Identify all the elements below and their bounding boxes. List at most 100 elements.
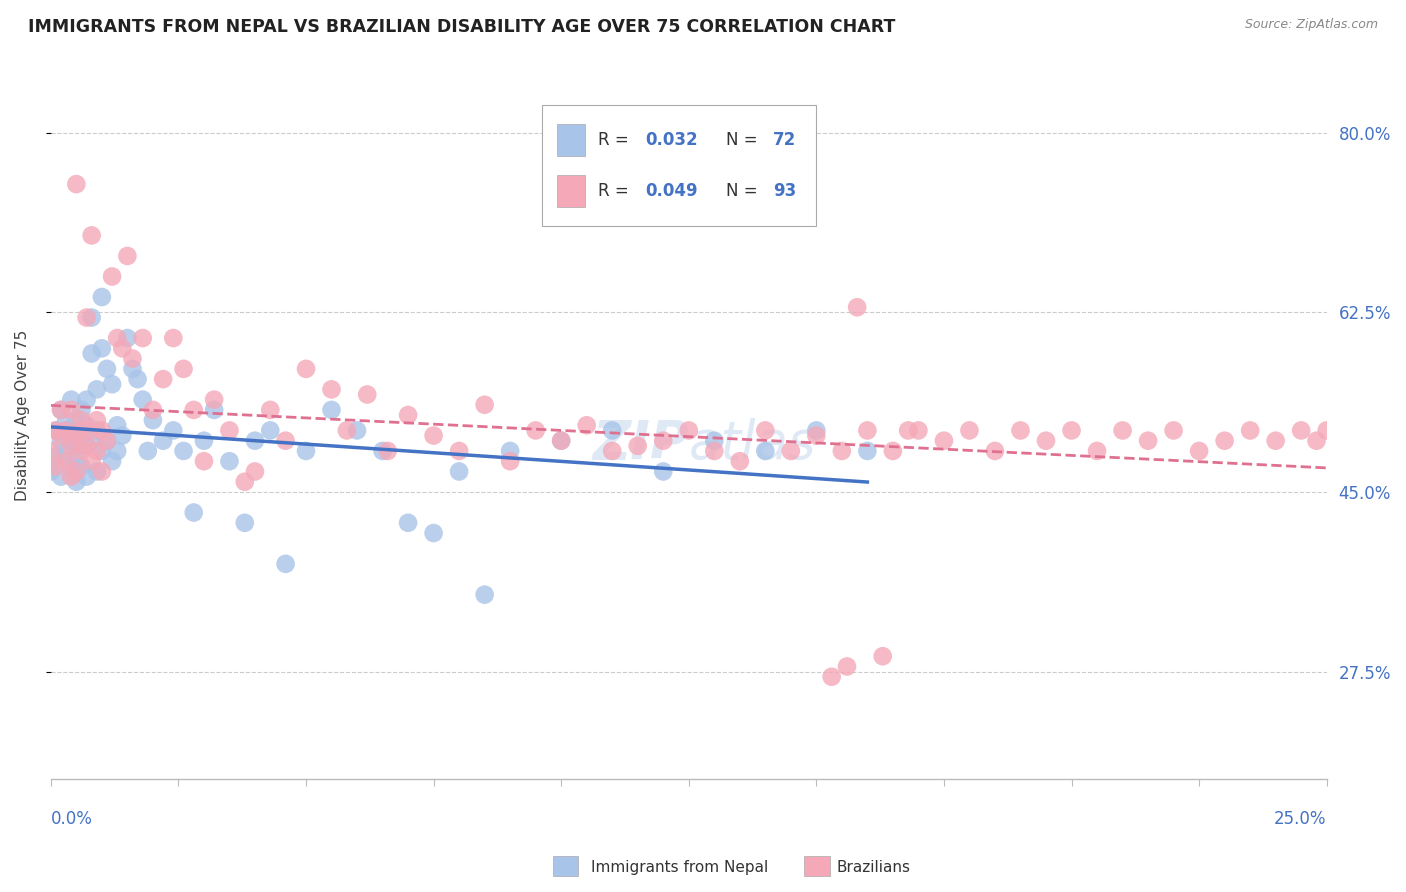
Point	[70, 424, 93, 438]
Point	[259, 424, 281, 438]
Point	[346, 424, 368, 438]
Point	[1289, 424, 1312, 438]
Point	[321, 383, 343, 397]
Point	[142, 413, 165, 427]
Point	[703, 444, 725, 458]
Point	[806, 428, 828, 442]
Point	[76, 310, 98, 325]
Point	[121, 362, 143, 376]
Point	[90, 465, 112, 479]
Text: R =: R =	[598, 131, 634, 149]
Point	[846, 300, 869, 314]
Point	[101, 454, 124, 468]
Point	[218, 424, 240, 438]
Point	[1085, 444, 1108, 458]
Point	[321, 403, 343, 417]
Point	[65, 428, 87, 442]
Point	[932, 434, 955, 448]
Point	[60, 392, 83, 407]
Point	[55, 424, 77, 438]
Point	[652, 465, 675, 479]
Point	[49, 403, 72, 417]
Point	[111, 428, 134, 442]
Point	[600, 444, 623, 458]
Point	[70, 428, 93, 442]
Point	[105, 331, 128, 345]
Point	[162, 424, 184, 438]
Point	[60, 459, 83, 474]
Point	[49, 403, 72, 417]
Point	[728, 454, 751, 468]
Point	[131, 392, 153, 407]
Point	[45, 424, 67, 438]
Point	[575, 418, 598, 433]
Point	[65, 439, 87, 453]
Point	[295, 444, 318, 458]
Text: 72: 72	[773, 131, 796, 149]
Point	[233, 516, 256, 530]
Point	[1264, 434, 1286, 448]
Point	[474, 588, 496, 602]
Point	[45, 459, 67, 474]
Point	[652, 434, 675, 448]
Point	[550, 434, 572, 448]
Point	[86, 413, 108, 427]
Text: 25.0%: 25.0%	[1274, 810, 1327, 828]
FancyBboxPatch shape	[557, 175, 585, 207]
Point	[377, 444, 399, 458]
Point	[274, 557, 297, 571]
Point	[1316, 424, 1339, 438]
Point	[45, 424, 67, 438]
Point	[76, 439, 98, 453]
Point	[65, 465, 87, 479]
Point	[80, 346, 103, 360]
Point	[371, 444, 394, 458]
Point	[984, 444, 1007, 458]
Text: 0.0%: 0.0%	[51, 810, 93, 828]
Point	[86, 465, 108, 479]
Point	[96, 434, 118, 448]
Point	[96, 362, 118, 376]
Point	[55, 444, 77, 458]
Text: R =: R =	[598, 182, 634, 200]
Point	[49, 428, 72, 442]
Point	[76, 418, 98, 433]
Point	[60, 469, 83, 483]
Point	[65, 454, 87, 468]
Point	[90, 444, 112, 458]
Point	[474, 398, 496, 412]
Point	[80, 228, 103, 243]
Point	[396, 408, 419, 422]
Text: 0.032: 0.032	[645, 131, 697, 149]
Point	[243, 434, 266, 448]
Point	[80, 424, 103, 438]
Point	[86, 444, 108, 458]
Point	[449, 465, 471, 479]
Text: Brazilians: Brazilians	[837, 860, 911, 874]
Point	[524, 424, 547, 438]
Point	[127, 372, 149, 386]
Point	[173, 444, 195, 458]
Point	[907, 424, 929, 438]
Point	[70, 444, 93, 458]
Text: Source: ZipAtlas.com: Source: ZipAtlas.com	[1244, 18, 1378, 31]
Point	[897, 424, 920, 438]
Point	[806, 424, 828, 438]
Point	[243, 465, 266, 479]
Point	[754, 444, 776, 458]
Point	[80, 310, 103, 325]
Text: ZIP: ZIP	[592, 418, 689, 470]
Point	[422, 428, 444, 442]
Point	[162, 331, 184, 345]
Point	[422, 526, 444, 541]
Point	[218, 454, 240, 468]
Point	[856, 444, 879, 458]
Point	[65, 413, 87, 427]
Point	[111, 341, 134, 355]
Point	[152, 372, 174, 386]
Point	[600, 424, 623, 438]
Point	[202, 403, 225, 417]
Point	[754, 424, 776, 438]
Point	[101, 269, 124, 284]
Point	[86, 383, 108, 397]
